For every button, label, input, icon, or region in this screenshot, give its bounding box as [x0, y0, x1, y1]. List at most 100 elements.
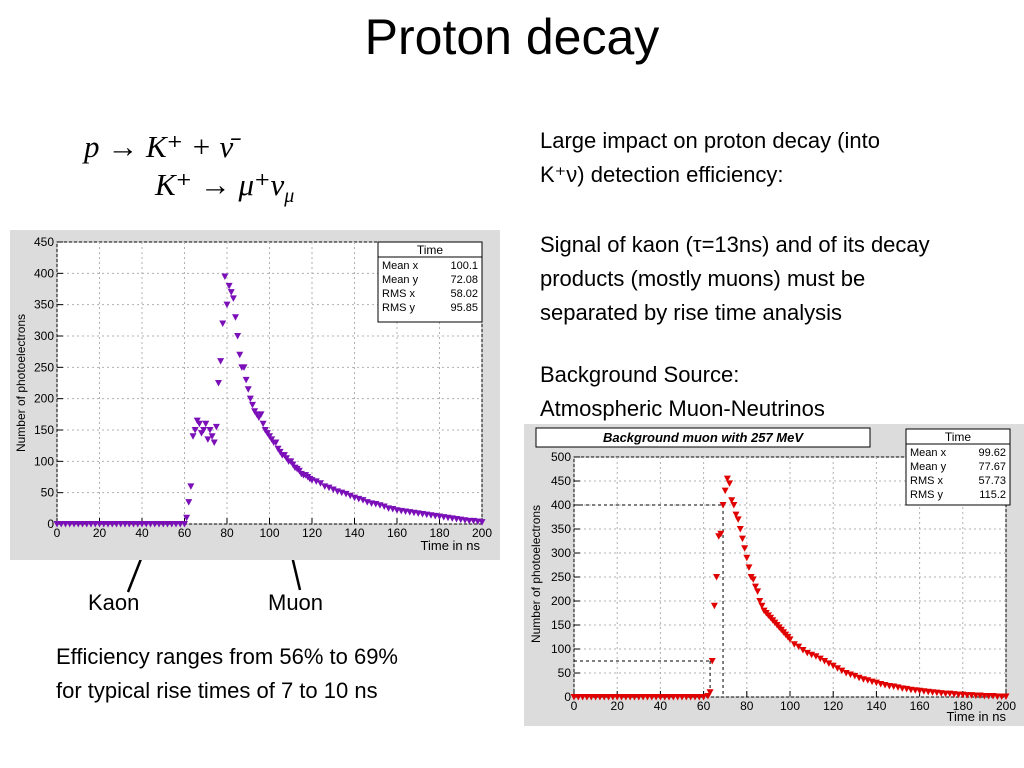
- data-point: [700, 694, 708, 701]
- x-tick-label: 60: [697, 699, 711, 713]
- y-tick-label: 500: [551, 450, 571, 464]
- stats-value: 95.85: [450, 302, 478, 314]
- data-point: [212, 423, 220, 431]
- data-point: [359, 497, 367, 504]
- data-point: [717, 530, 725, 538]
- y-axis-label: Number of photoelectrons: [529, 505, 543, 643]
- stats-box: Time Mean x 99.62 Mean y 77.67 RMS x 57.…: [905, 428, 1011, 506]
- data-point: [754, 588, 762, 595]
- data-point: [834, 665, 842, 672]
- signal-line-3: separated by rise time analysis: [540, 300, 843, 325]
- x-tick-label: 160: [910, 699, 930, 713]
- data-point: [723, 475, 731, 483]
- data-point: [732, 511, 740, 519]
- data-point: [249, 401, 256, 409]
- x-tick-label: 0: [571, 699, 578, 713]
- background-line-1: Background Source:: [540, 362, 740, 387]
- data-point: [751, 583, 759, 591]
- stats-value: 72.08: [450, 274, 478, 286]
- stats-title: Time: [417, 243, 444, 257]
- stats-label: RMS y: [382, 302, 416, 314]
- stats-label: RMS x: [382, 288, 416, 300]
- equation-line-2-subscript: μ: [284, 185, 295, 208]
- stats-label: Mean x: [910, 447, 947, 459]
- data-point: [242, 376, 250, 384]
- y-tick-labels: 0 50 100 150 200 250 300 350 400 450 500: [551, 450, 571, 704]
- x-tick-label: 160: [387, 526, 407, 540]
- data-points: [53, 273, 486, 528]
- data-point: [821, 658, 829, 665]
- data-point: [741, 545, 749, 552]
- y-tick-label: 200: [34, 392, 54, 406]
- y-tick-label: 200: [551, 594, 571, 608]
- data-point: [217, 358, 225, 365]
- impact-text: Large impact on proton decay (into K⁺ν) …: [540, 124, 880, 192]
- plot-title: Background muon with 257 MeV: [603, 430, 804, 445]
- y-tick-label: 50: [558, 666, 572, 680]
- y-tick-label: 300: [34, 329, 54, 343]
- stats-value: 77.67: [978, 461, 1006, 473]
- data-point: [234, 333, 242, 340]
- impact-line-1: Large impact on proton decay (into: [540, 128, 880, 153]
- data-point: [734, 516, 742, 523]
- slide-title: Proton decay: [364, 9, 660, 65]
- data-point: [229, 295, 237, 302]
- data-point: [838, 667, 846, 675]
- x-tick-label: 0: [54, 526, 61, 540]
- data-point: [745, 564, 753, 571]
- data-point: [713, 574, 721, 581]
- data-point: [812, 653, 820, 660]
- x-tick-label: 100: [780, 699, 800, 713]
- data-point: [200, 427, 208, 434]
- data-point: [736, 526, 744, 533]
- data-point: [206, 427, 214, 434]
- data-point: [215, 380, 222, 387]
- y-tick-label: 350: [551, 522, 571, 536]
- stats-box: Time Mean x 100.1 Mean y 72.08 RMS x 58.…: [377, 241, 483, 323]
- y-axis-label: Number of photoelectrons: [14, 314, 28, 452]
- kaon-label: Kaon: [88, 590, 140, 615]
- data-point: [825, 660, 833, 667]
- data-point: [272, 439, 280, 447]
- data-point: [799, 646, 807, 654]
- stats-label: Mean y: [382, 274, 419, 286]
- data-points: [570, 475, 1010, 701]
- data-point: [1002, 693, 1010, 701]
- data-point: [758, 602, 766, 610]
- data-point: [325, 484, 333, 492]
- data-point: [208, 433, 216, 440]
- data-point: [749, 576, 757, 583]
- data-point: [317, 480, 324, 487]
- y-tick-label: 150: [551, 618, 571, 632]
- efficiency-line-1: Efficiency ranges from 56% to 69%: [56, 644, 398, 669]
- x-tick-label: 40: [135, 526, 149, 540]
- data-point: [204, 436, 212, 443]
- data-point: [227, 289, 235, 296]
- signal-line-1: Signal of kaon (τ=13ns) and of its decay: [540, 232, 930, 257]
- y-tick-label: 0: [47, 517, 54, 531]
- x-axis-label: Time in ns: [947, 709, 1007, 724]
- data-point: [795, 643, 803, 651]
- x-tick-label: 80: [220, 526, 234, 540]
- data-point: [232, 314, 239, 321]
- background-muon-plot: Background muon with 257 MeV 0 20 40 60 80 10…: [524, 424, 1024, 726]
- data-point: [478, 519, 486, 526]
- data-point: [816, 655, 824, 663]
- y-tick-label: 400: [551, 498, 571, 512]
- data-point: [728, 497, 736, 504]
- data-point: [721, 487, 729, 495]
- x-tick-label: 60: [178, 526, 192, 540]
- data-point: [183, 514, 191, 522]
- background-text: Background Source: Atmospheric Muon-Neut…: [540, 358, 825, 426]
- efficiency-line-2: for typical rise times of 7 to 10 ns: [56, 678, 378, 703]
- y-tick-label: 150: [34, 423, 54, 437]
- stats-label: Mean y: [910, 461, 947, 473]
- signal-line-2: products (mostly muons) must be: [540, 266, 866, 291]
- data-point: [187, 483, 195, 490]
- stats-value: 99.62: [978, 447, 1006, 459]
- y-tick-label: 300: [551, 546, 571, 560]
- data-point: [223, 301, 231, 309]
- data-point: [706, 689, 714, 696]
- x-tick-label: 180: [953, 699, 973, 713]
- y-tick-label: 250: [551, 570, 571, 584]
